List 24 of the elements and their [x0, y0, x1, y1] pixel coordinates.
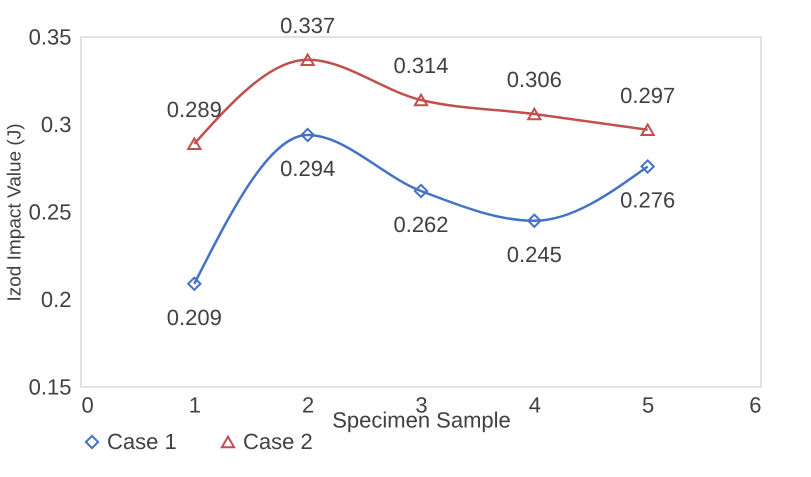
x-tick-label: 4 — [528, 392, 541, 418]
data-label: 0.337 — [280, 12, 336, 38]
x-tick-label: 2 — [302, 392, 314, 418]
legend-label: Case 1 — [107, 429, 177, 454]
legend-label: Case 2 — [243, 429, 313, 454]
y-axis-title: Izod Impact Value (J) — [4, 123, 26, 302]
data-label: 0.289 — [166, 96, 222, 122]
data-label: 0.297 — [620, 82, 676, 108]
data-label: 0.294 — [280, 156, 336, 181]
y-tick-label: 0.15 — [28, 374, 72, 400]
data-label: 0.209 — [166, 304, 222, 330]
x-tick-label: 1 — [188, 392, 201, 418]
x-tick-label: 5 — [642, 392, 654, 418]
data-label: 0.306 — [506, 67, 562, 92]
y-tick-label: 0.25 — [28, 200, 72, 224]
data-label: 0.276 — [620, 188, 676, 212]
x-tick-label: 6 — [749, 392, 762, 418]
data-label: 0.245 — [506, 242, 562, 267]
data-label: 0.262 — [393, 212, 449, 237]
y-tick-label: 0.3 — [40, 112, 72, 137]
y-tick-label: 0.35 — [28, 24, 72, 50]
x-tick-label: 0 — [82, 392, 94, 418]
y-tick-label: 0.2 — [40, 287, 72, 312]
data-label: 0.314 — [393, 53, 449, 78]
